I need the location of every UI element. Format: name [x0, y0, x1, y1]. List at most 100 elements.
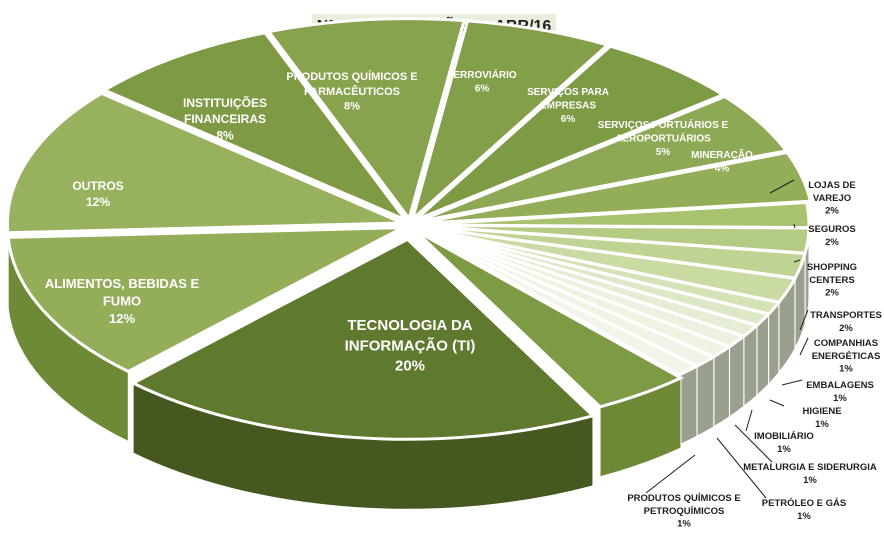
slice-label: ALIMENTOS, BEBIDAS E FUMO 12% — [45, 276, 200, 326]
slice-name: ENERGÉTICAS — [812, 351, 881, 362]
slice-name: IMOBILIÁRIO — [754, 431, 814, 442]
slice-percent: 1% — [677, 519, 691, 530]
slice-percent: 6% — [475, 84, 490, 95]
slice-ferroviario — [409, 19, 611, 224]
slice-name: PETROQUÍMICOS — [644, 506, 725, 517]
pie-labels: TECNOLOGIA DA INFORMAÇÃO (TI) 20% ALIMENTOS… — [45, 68, 882, 530]
slice-name: EMBALAGENS — [806, 380, 874, 391]
slice-label: SHOPPING CENTERS 2% — [807, 262, 857, 299]
slice-percent: 8% — [344, 101, 360, 113]
slice-name: SHOPPING — [807, 262, 857, 273]
slice-name: FARMACÊUTICOS — [304, 85, 400, 98]
leader-line — [769, 399, 785, 407]
slice-name: HIGIENE — [802, 406, 841, 417]
slice-percent: 4% — [715, 164, 730, 175]
slice-name: ALIMENTOS, BEBIDAS E — [45, 276, 200, 291]
slice-instituicoes-financeiras — [101, 31, 410, 224]
slice-name: LOJAS DE — [808, 180, 856, 191]
slice-name: SERVIÇOS PORTUÁRIOS E — [598, 118, 729, 131]
slice-name: MINERAÇÃO — [691, 148, 753, 161]
leader-line — [793, 259, 801, 263]
slice-name: TECNOLOGIA DA — [347, 317, 472, 334]
slice-name: PRODUTOS QUÍMICOS E — [286, 70, 417, 83]
slice-label: OUTROS 12% — [72, 179, 123, 209]
slice-name: INSTITUIÇÕES — [183, 95, 267, 110]
slice-label: PRODUTOS QUÍMICOS E FARMACÊUTICOS 8% — [286, 70, 417, 113]
leader-line — [793, 223, 796, 229]
leader-line — [799, 337, 809, 356]
slice-percent: 1% — [797, 511, 811, 522]
slice-percent: 6% — [561, 114, 576, 125]
slice-label: LOJAS DE VAREJO 2% — [808, 180, 856, 217]
pie-top-faces — [5, 17, 813, 441]
slice-name: PRODUTOS QUÍMICOS E — [627, 493, 740, 504]
slice-percent: 1% — [815, 419, 829, 430]
leader-line — [745, 409, 753, 432]
slice-side — [729, 335, 745, 418]
slice-label: IMOBILIÁRIO 1% — [754, 431, 814, 455]
slice-label: FERROVIÁRIO 6% — [447, 68, 517, 95]
slice-percent: 12% — [86, 195, 110, 209]
leader-line — [799, 309, 809, 331]
slice-percent: 2% — [825, 237, 839, 248]
slice-percent: 1% — [777, 444, 791, 455]
slice-name: PETRÓLEO E GÁS — [762, 497, 846, 509]
slice-outros — [5, 91, 404, 235]
slice-name: METALURGIA E SIDERURGIA — [743, 462, 877, 473]
slice-name: VAREJO — [813, 193, 851, 204]
slice-mineracao — [417, 150, 813, 225]
slice-servicos-para-empresas — [414, 44, 727, 222]
slice-produtos-quimicos-e-petroquimicos — [412, 225, 701, 377]
slice-percent: 2% — [839, 323, 853, 334]
slice-tecnologia-da-informacao-ti — [129, 237, 596, 441]
slice-label: EMBALAGENS 1% — [806, 380, 874, 404]
slice-unlabeled — [413, 228, 685, 409]
leader-line — [769, 179, 795, 194]
slice-percent: 1% — [803, 475, 817, 486]
slice-name: INFORMAÇÃO (TI) — [345, 336, 476, 354]
slice-side — [713, 345, 730, 428]
slice-servicos-portuarios-e-aeroportuarios — [416, 94, 789, 224]
slice-side — [743, 324, 758, 408]
slice-name: CENTERS — [809, 275, 854, 286]
slice-percent: 1% — [839, 364, 853, 375]
slice-percent: 1% — [833, 393, 847, 404]
slice-name: TRANSPORTES — [810, 310, 882, 321]
leader-line — [781, 379, 803, 386]
leader-line — [734, 424, 773, 463]
slice-name: COMPANHIAS — [814, 338, 878, 349]
slice-label: HIGIENE 1% — [802, 406, 841, 430]
slice-percent: 2% — [825, 206, 839, 217]
slice-label: TRANSPORTES 2% — [810, 310, 882, 334]
slice-percent: 12% — [109, 311, 135, 326]
slice-alimentos-bebidas-e-fumo — [6, 226, 404, 374]
slice-produtos-quimicos-e-farmaceuticos — [266, 17, 467, 222]
slice-label: SERVIÇOS PORTUÁRIOS E AEROPORTUÁRIOS 5% — [598, 118, 729, 158]
slice-name: FERROVIÁRIO — [447, 68, 517, 81]
leader-line — [645, 454, 696, 494]
slice-label: SERVIÇOS PARA EMPRESAS 6% — [527, 87, 609, 125]
slice-label: COMPANHIAS ENERGÉTICAS 1% — [812, 338, 881, 375]
slice-label: MINERAÇÃO 4% — [691, 148, 753, 175]
slice-label: INSTITUIÇÕES FINANCEIRAS 8% — [183, 95, 267, 142]
slice-name: FINANCEIRAS — [184, 112, 266, 126]
slice-name: SEGUROS — [808, 224, 856, 235]
pie-side-walls — [6, 222, 810, 510]
slice-name: AEROPORTUÁRIOS — [615, 132, 711, 145]
slice-percent: 20% — [395, 358, 425, 375]
slice-side — [696, 355, 715, 437]
slice-label: PRODUTOS QUÍMICOS E PETROQUÍMICOS 1% — [627, 493, 740, 530]
slice-name: SERVIÇOS PARA — [527, 87, 609, 98]
slice-percent: 8% — [216, 128, 234, 142]
slice-label: SEGUROS 2% — [808, 224, 856, 248]
slice-label: TECNOLOGIA DA INFORMAÇÃO (TI) 20% — [345, 317, 476, 375]
slice-name: FUMO — [103, 294, 141, 309]
slice-side — [768, 301, 780, 386]
slice-label: METALURGIA E SIDERURGIA 1% — [743, 462, 877, 486]
leader-line — [716, 437, 767, 499]
slice-name: EMPRESAS — [540, 101, 596, 112]
slice-name: OUTROS — [72, 179, 123, 193]
slice-label: PETRÓLEO E GÁS 1% — [762, 497, 846, 522]
slice-percent: 5% — [656, 147, 671, 158]
